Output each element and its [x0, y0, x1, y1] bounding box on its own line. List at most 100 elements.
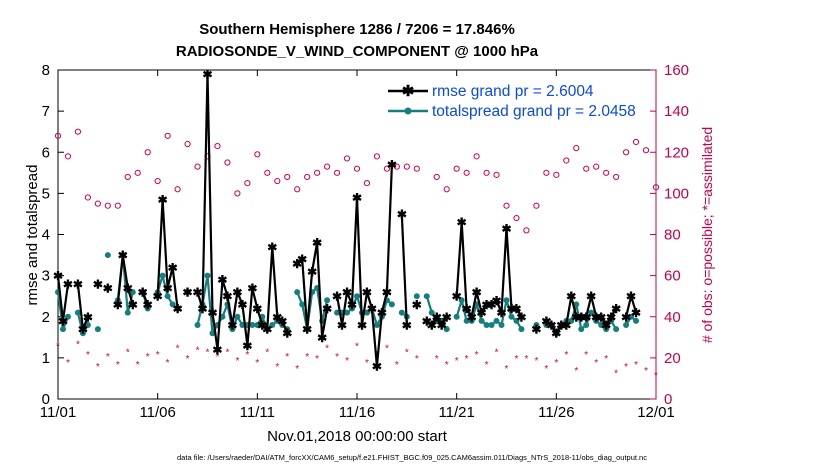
obs-possible-point	[603, 169, 610, 176]
obs-possible-point	[64, 153, 72, 160]
y2-tick-label: 140	[664, 103, 689, 120]
obs-possible-point	[493, 171, 500, 178]
rmse-point: ✱	[586, 290, 596, 304]
rmse-point: ✱	[561, 318, 571, 332]
obs-assimilated-point: *	[295, 364, 299, 375]
obs-assimilated-point: *	[315, 354, 319, 365]
legend: ✱ rmse grand pr = 2.6004 totalspread gra…	[388, 83, 636, 120]
rmse-point: ✱	[317, 331, 327, 345]
rmse-point: ✱	[277, 314, 287, 328]
totalspread-point	[623, 321, 630, 328]
obs-possible-point	[553, 171, 560, 178]
obs-possible-point	[244, 179, 251, 187]
obs-assimilated-point: *	[106, 352, 110, 363]
rmse-point: ✱	[556, 318, 566, 332]
totalspread-point	[398, 309, 405, 316]
obs-possible-point	[74, 128, 82, 135]
obs-possible-point	[503, 202, 510, 209]
obs-possible-point	[114, 202, 121, 209]
totalspread-point	[428, 309, 435, 316]
rmse-point: ✱	[267, 240, 277, 254]
rmse-point: ✱	[626, 290, 636, 304]
rmse-point: ✱	[63, 277, 73, 291]
rmse-point: ✱	[73, 277, 83, 291]
obs-assimilated-point: *	[235, 356, 239, 367]
x-tick-label: 12/01	[637, 404, 675, 421]
rmse-point: ✱	[197, 302, 207, 316]
x-axis: 11/01 11/06 11/11 11/16 11/21 11/26 12/01	[40, 70, 675, 421]
rmse-point: ✱	[531, 323, 541, 337]
totalspread-point	[613, 326, 620, 333]
rmse-point: ✱	[58, 314, 68, 328]
obs-possible-point	[284, 173, 291, 181]
obs-assimilated-point: *	[305, 352, 309, 363]
rmse-point: ✱	[367, 302, 377, 316]
rmse-point: ✱	[631, 306, 641, 320]
obs-possible-point	[343, 155, 351, 162]
rmse-point: ✱	[611, 302, 621, 316]
rmse-point: ✱	[342, 286, 352, 300]
obs-assimilated-point: *	[355, 342, 359, 353]
legend-rmse-label: rmse grand pr = 2.6004	[432, 83, 594, 100]
totalspread-point	[354, 293, 360, 300]
y-axis-left: 0 1 2 3 4 5 6 7 8	[42, 62, 64, 408]
obs-assimilated-point: *	[534, 356, 538, 367]
obs-possible-point	[164, 132, 171, 139]
rmse-point: ✱	[212, 343, 222, 357]
rmse-point: ✱	[551, 327, 561, 341]
rmse-point: ✱	[83, 310, 93, 324]
totalspread-point	[104, 252, 111, 259]
obs-assimilated-point: *	[604, 354, 608, 365]
obs-assimilated-point: *	[76, 339, 80, 350]
totalspread-point	[468, 317, 475, 324]
obs-assimilated-point: *	[515, 354, 519, 365]
rmse-point: ✱	[397, 207, 407, 221]
obs-possible-point	[84, 194, 92, 201]
totalspread-point	[124, 309, 131, 316]
obs-assimilated-point: *	[614, 368, 618, 379]
series-totalspread	[55, 252, 640, 337]
obs-assimilated-point: *	[624, 362, 628, 373]
obs-assimilated-point: *	[554, 358, 558, 369]
rmse-point: ✱	[217, 273, 227, 287]
rmse-point: ✱	[492, 294, 502, 308]
rmse-point: ✱	[496, 306, 506, 320]
rmse-point: ✱	[606, 310, 616, 324]
legend-spread-marker	[404, 107, 412, 115]
rmse-point: ✱	[621, 310, 631, 324]
rmse-point: ✱	[462, 302, 472, 316]
rmse-point: ✱	[138, 286, 148, 300]
obs-possible-point	[623, 149, 630, 156]
y-tick-label: 3	[42, 268, 50, 285]
obs-assimilated-point: *	[405, 348, 409, 359]
totalspread-point	[234, 313, 241, 320]
obs-assimilated-point: *	[654, 370, 658, 381]
rmse-point: ✱	[282, 327, 292, 341]
obs-assimilated-point: *	[146, 352, 150, 363]
rmse-point: ✱	[581, 310, 591, 324]
totalspread-point	[603, 326, 610, 333]
totalspread-point	[483, 321, 490, 328]
obs-possible-point	[523, 227, 530, 234]
totalspread-point	[588, 309, 595, 316]
obs-possible-point	[642, 147, 650, 154]
rmse-point: ✱	[482, 298, 492, 312]
obs-assimilated-point: *	[86, 350, 90, 361]
obs-assimilated-point: *	[445, 360, 449, 371]
rmse-point: ✱	[332, 290, 342, 304]
totalspread-point	[184, 289, 191, 296]
rmse-point: ✱	[402, 318, 412, 332]
totalspread-point	[169, 301, 176, 308]
totalspread-point	[388, 301, 395, 308]
obs-possible-point	[593, 163, 600, 170]
totalspread-point	[598, 321, 605, 328]
obs-possible-point	[363, 179, 371, 187]
totalspread-point	[79, 330, 86, 337]
obs-possible-point	[104, 202, 111, 209]
totalspread-point	[294, 289, 301, 296]
obs-possible-point	[483, 169, 490, 176]
rmse-point: ✱	[78, 323, 88, 337]
y2-tick-label: 100	[664, 185, 689, 202]
obs-assimilated-point: *	[485, 360, 489, 371]
obs-possible-point	[433, 173, 440, 181]
